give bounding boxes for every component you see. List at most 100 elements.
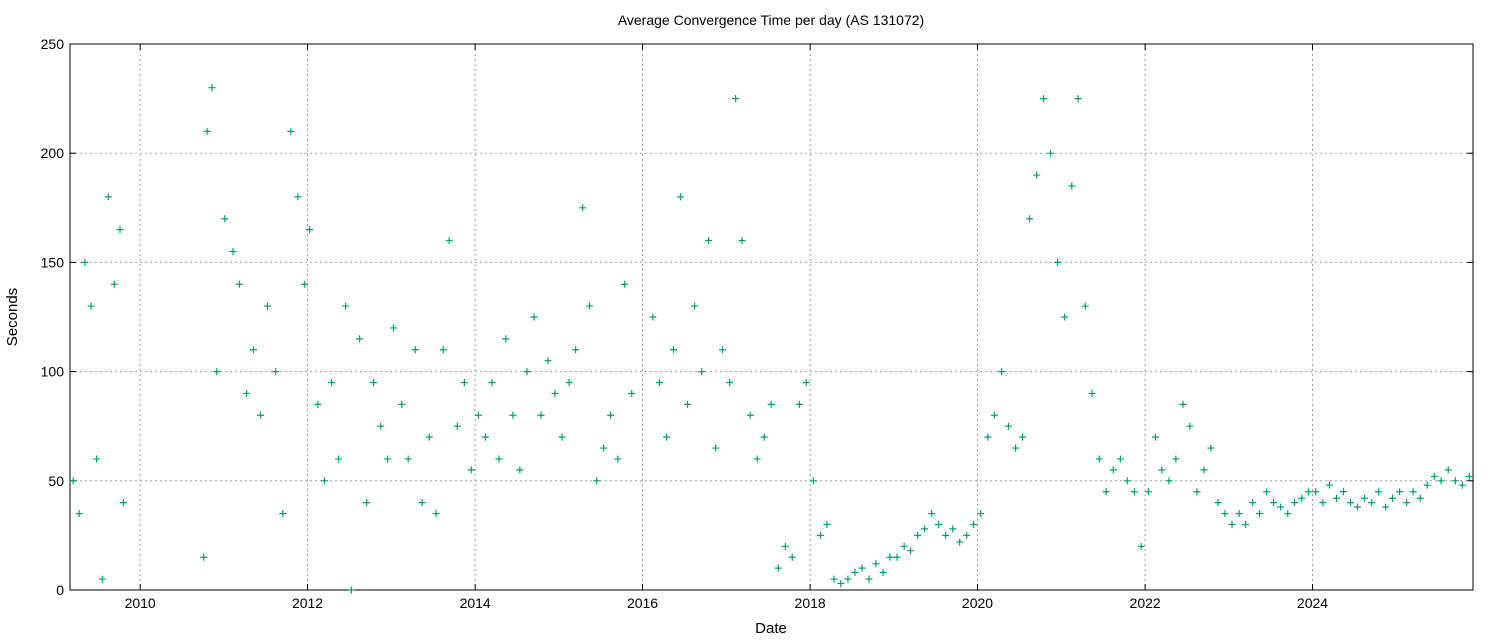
data-point bbox=[363, 499, 371, 507]
data-point bbox=[1319, 499, 1327, 507]
data-point bbox=[705, 237, 713, 245]
data-point bbox=[257, 411, 265, 419]
data-point bbox=[263, 302, 271, 310]
data-point bbox=[774, 564, 782, 572]
data-point bbox=[1172, 455, 1180, 463]
data-point bbox=[1353, 503, 1361, 511]
data-point bbox=[1416, 494, 1424, 502]
data-point bbox=[328, 379, 336, 387]
data-point bbox=[935, 520, 943, 528]
data-point bbox=[1130, 488, 1138, 496]
data-point bbox=[907, 547, 915, 555]
data-point bbox=[795, 400, 803, 408]
y-tick-label: 50 bbox=[48, 473, 64, 489]
data-point bbox=[1026, 215, 1034, 223]
data-point bbox=[738, 237, 746, 245]
data-point bbox=[586, 302, 594, 310]
data-point bbox=[579, 204, 587, 212]
data-point bbox=[865, 575, 873, 583]
data-point bbox=[229, 247, 237, 255]
data-point bbox=[104, 193, 112, 201]
data-point bbox=[203, 127, 211, 135]
data-point bbox=[607, 411, 615, 419]
data-point bbox=[1458, 481, 1466, 489]
data-point bbox=[649, 313, 657, 321]
chart-title: Average Convergence Time per day (AS 131… bbox=[618, 12, 924, 28]
data-point bbox=[356, 335, 364, 343]
data-point bbox=[1298, 494, 1306, 502]
data-point bbox=[1047, 149, 1055, 157]
data-point bbox=[1396, 488, 1404, 496]
data-point bbox=[628, 389, 636, 397]
x-tick-label: 2024 bbox=[1297, 595, 1328, 611]
data-point bbox=[600, 444, 608, 452]
data-point bbox=[1033, 171, 1041, 179]
data-point bbox=[272, 368, 280, 376]
data-point bbox=[956, 538, 964, 546]
data-point bbox=[572, 346, 580, 354]
data-point bbox=[523, 368, 531, 376]
data-point bbox=[593, 477, 601, 485]
data-point bbox=[294, 193, 302, 201]
data-point bbox=[893, 553, 901, 561]
data-point bbox=[977, 510, 985, 518]
data-point bbox=[1242, 520, 1250, 528]
data-point bbox=[235, 280, 243, 288]
data-point bbox=[116, 226, 124, 234]
data-point bbox=[1325, 481, 1333, 489]
data-point bbox=[732, 95, 740, 103]
data-point bbox=[418, 499, 426, 507]
data-point bbox=[1291, 499, 1299, 507]
data-point bbox=[1339, 488, 1347, 496]
data-point bbox=[460, 379, 468, 387]
data-point bbox=[1179, 400, 1187, 408]
data-point bbox=[370, 379, 378, 387]
data-point bbox=[1200, 466, 1208, 474]
data-point bbox=[516, 466, 524, 474]
data-point bbox=[81, 258, 89, 266]
data-point bbox=[208, 84, 216, 92]
data-point bbox=[858, 564, 866, 572]
data-point bbox=[334, 455, 342, 463]
data-point bbox=[683, 400, 691, 408]
data-point bbox=[1193, 488, 1201, 496]
data-point bbox=[411, 346, 419, 354]
data-point bbox=[558, 433, 566, 441]
data-point bbox=[614, 455, 622, 463]
data-point bbox=[879, 569, 887, 577]
data-point bbox=[467, 466, 475, 474]
data-point bbox=[200, 553, 208, 561]
data-point bbox=[1158, 466, 1166, 474]
data-point bbox=[98, 575, 106, 583]
data-point bbox=[984, 433, 992, 441]
data-point bbox=[502, 335, 510, 343]
data-point bbox=[719, 346, 727, 354]
data-point bbox=[928, 510, 936, 518]
data-point bbox=[1382, 503, 1390, 511]
axis-ticks: 0 50 100 150 200 250 2010 2012 2014 2016 2018 2020 2… bbox=[41, 36, 1473, 611]
data-point bbox=[1444, 466, 1452, 474]
data-point bbox=[712, 444, 720, 452]
data-point bbox=[914, 531, 922, 539]
data-point bbox=[445, 237, 453, 245]
data-point bbox=[844, 575, 852, 583]
data-point bbox=[453, 422, 461, 430]
data-point bbox=[1228, 520, 1236, 528]
data-point bbox=[830, 575, 838, 583]
x-tick-label: 2010 bbox=[125, 595, 156, 611]
data-point bbox=[287, 127, 295, 135]
y-tick-label: 100 bbox=[41, 364, 65, 380]
data-point bbox=[432, 510, 440, 518]
data-point bbox=[949, 525, 957, 533]
data-point bbox=[1012, 444, 1020, 452]
data-point bbox=[677, 193, 685, 201]
data-point bbox=[1437, 477, 1445, 485]
data-point bbox=[342, 302, 350, 310]
data-point bbox=[1403, 499, 1411, 507]
data-point bbox=[93, 455, 101, 463]
data-point bbox=[110, 280, 118, 288]
data-point bbox=[802, 379, 810, 387]
data-point bbox=[1389, 494, 1397, 502]
data-point bbox=[1095, 455, 1103, 463]
data-point bbox=[1270, 499, 1278, 507]
